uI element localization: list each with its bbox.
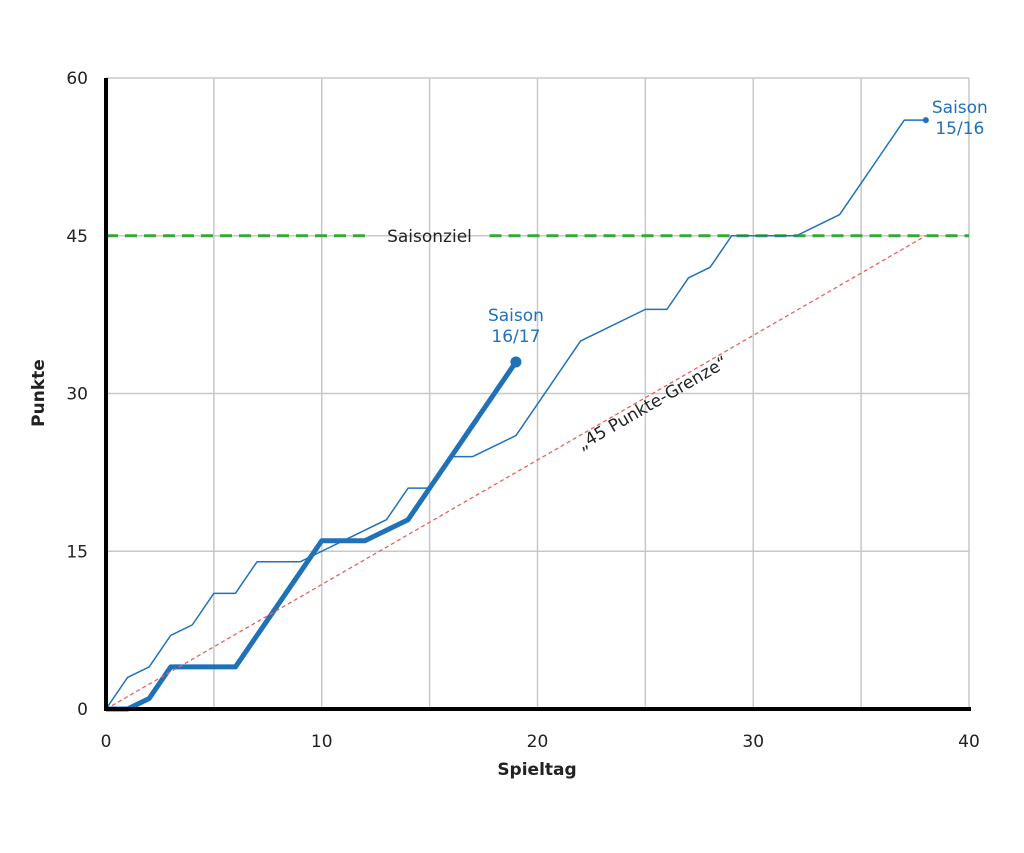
y-tick-label: 60 <box>66 69 88 89</box>
end-marker <box>922 117 929 124</box>
series-line <box>106 360 518 712</box>
x-tick-label: 40 <box>958 732 980 752</box>
x-axis-title: Spieltag <box>497 760 576 780</box>
series-line <box>105 235 927 710</box>
y-tick-label: 0 <box>77 700 88 720</box>
x-tick-label: 20 <box>527 732 549 752</box>
y-axis-title: Punkte <box>29 359 49 427</box>
series-label: Saison 15/16 <box>931 98 988 140</box>
x-tick-label: 0 <box>101 732 112 752</box>
x-tick-label: 10 <box>311 732 333 752</box>
series-label: Saison 16/17 <box>487 305 544 347</box>
y-tick-label: 45 <box>66 227 88 247</box>
x-tick-label: 30 <box>742 732 764 752</box>
y-tick-label: 30 <box>66 385 88 405</box>
end-marker <box>510 356 522 368</box>
target-label: Saisonziel <box>387 227 472 247</box>
y-tick-label: 15 <box>66 542 88 562</box>
series-label: „45 Punkte-Grenze“ <box>574 352 731 454</box>
series-line <box>105 119 926 710</box>
